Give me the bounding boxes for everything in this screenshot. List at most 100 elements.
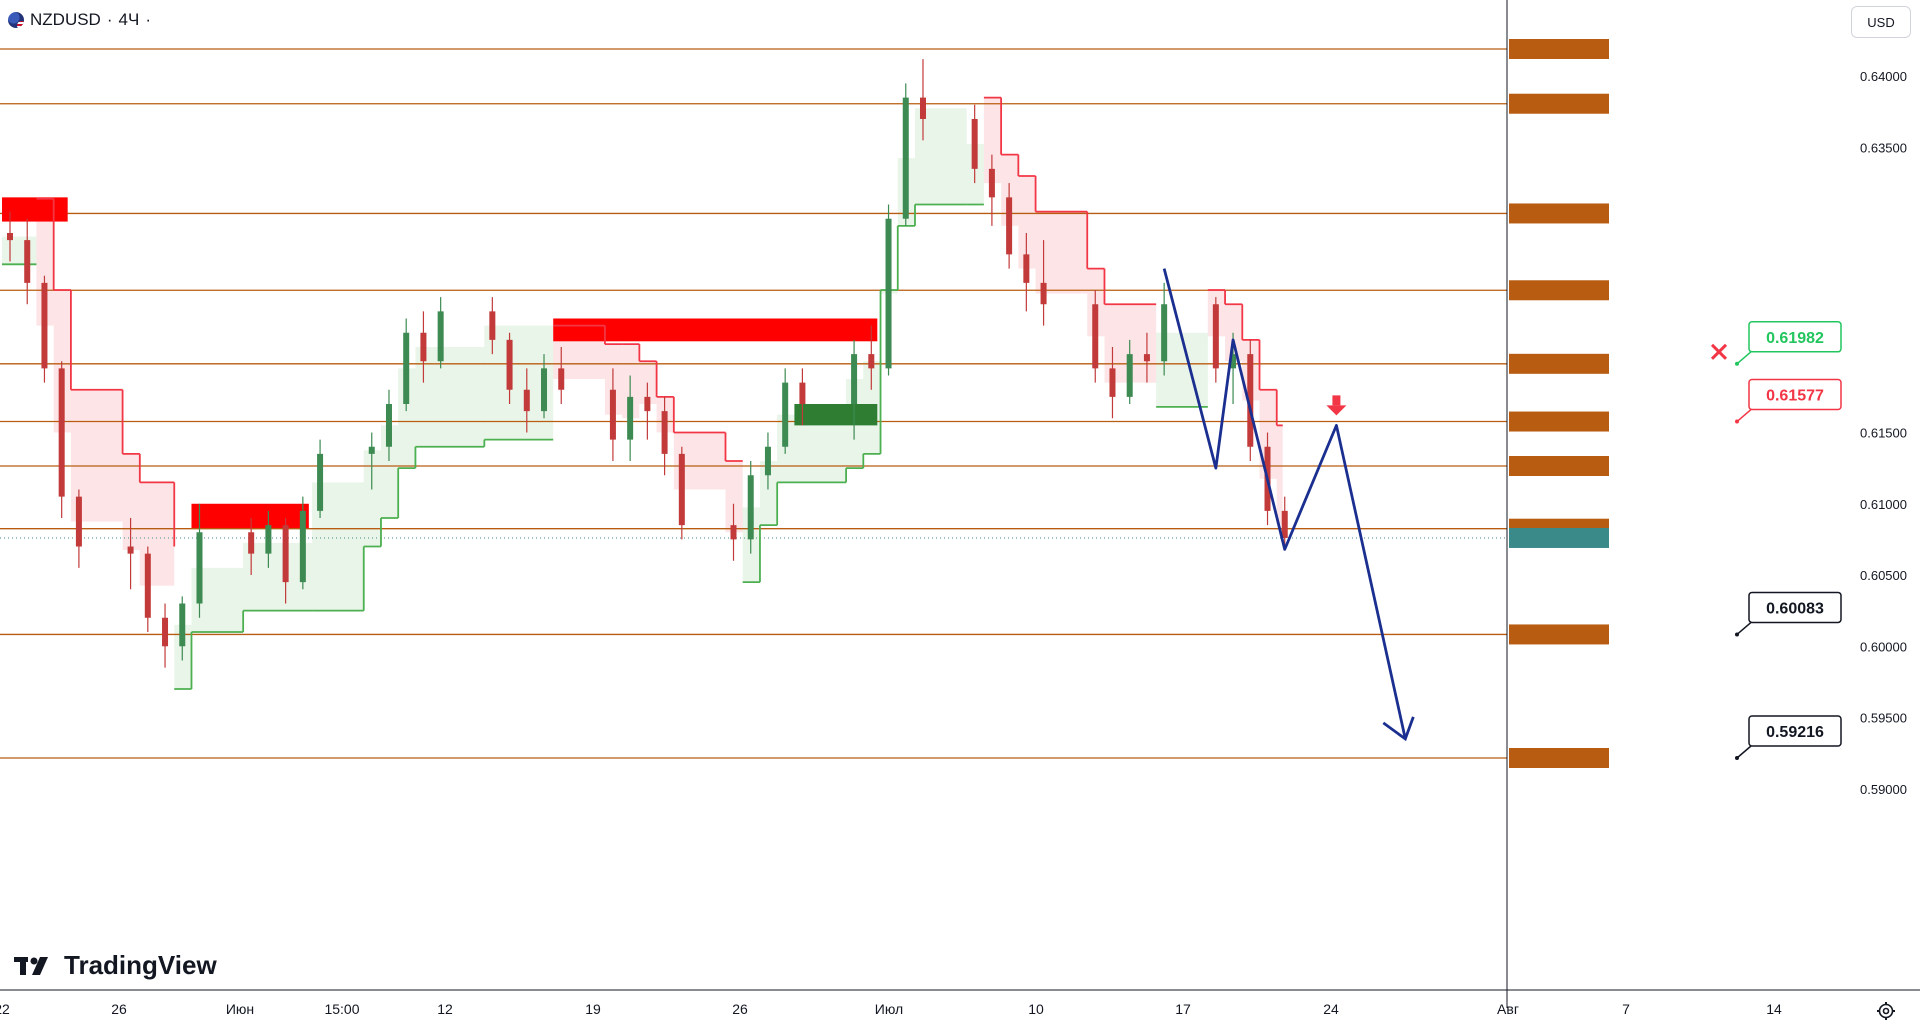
- level-badge-label: 0.61577: [1860, 415, 1907, 430]
- time-tick-label: 7: [1622, 1001, 1630, 1017]
- callout-green[interactable]: 0.61982: [1710, 321, 1842, 366]
- settings-button[interactable]: [1872, 997, 1900, 1025]
- candle-body: [988, 168, 995, 198]
- stop-fill: [1225, 304, 1243, 362]
- down-arrow-head: [1326, 405, 1347, 416]
- callout-pointer: [1736, 745, 1752, 759]
- candle-body: [144, 553, 151, 618]
- time-tick-label: 10: [1028, 1001, 1044, 1017]
- stop-fill: [398, 368, 416, 469]
- time-tick-label: 26: [732, 1001, 748, 1017]
- candle-body: [299, 510, 306, 583]
- callout-black[interactable]: 0.59216: [1735, 715, 1842, 760]
- candle-body: [41, 282, 48, 369]
- level-badge: [1509, 411, 1609, 432]
- zone-red: [191, 503, 309, 528]
- stop-fill: [622, 344, 640, 419]
- price-tick-label: 0.61500: [1860, 426, 1907, 441]
- level-badge: [1509, 455, 1609, 476]
- candle-body: [282, 525, 289, 583]
- horizontal-levels: [0, 48, 1507, 759]
- candle-body: [1023, 254, 1030, 283]
- time-tick-label: 17: [1175, 1001, 1191, 1017]
- tradingview-logo-icon: [14, 956, 48, 975]
- stop-fill: [777, 414, 847, 483]
- time-tick-label: 22: [0, 1001, 10, 1017]
- candle-body: [1161, 304, 1168, 362]
- callout-label: 0.60083: [1766, 600, 1824, 617]
- projection-polyline: [1162, 268, 1407, 740]
- candle-body: [764, 446, 771, 476]
- level-badge: [1509, 748, 1609, 768]
- candle-body: [179, 603, 186, 647]
- brand-name: TradingView: [64, 950, 217, 980]
- callout-box: [1748, 715, 1842, 747]
- candle-body: [489, 311, 496, 340]
- level-badge: [1509, 203, 1609, 224]
- callout-box: [1748, 321, 1842, 353]
- candle-body: [1126, 354, 1133, 397]
- stop-fill: [966, 143, 984, 205]
- callout-box: [1748, 591, 1842, 624]
- level-badge-label: 0.63037: [1860, 206, 1907, 221]
- time-tick-label: 24: [1323, 1001, 1339, 1017]
- price-tick-label: 0.60500: [1860, 568, 1907, 583]
- candle-body: [385, 403, 392, 447]
- candle-body: [403, 332, 410, 404]
- tradingview-logo[interactable]: TradingView: [14, 950, 217, 981]
- candle-body: [75, 496, 82, 547]
- time-tick-label: Авг: [1497, 1001, 1519, 1017]
- level-badge-label: 0.64191: [1860, 42, 1907, 57]
- price-axis[interactable]: 0.64000 0.63500 0.61500 0.61000 0.60500 0.600…: [1506, 0, 1907, 1008]
- zone-red: [553, 318, 878, 342]
- projection-arrowhead: [1382, 716, 1415, 742]
- price-tick-label: 0.61000: [1860, 497, 1907, 512]
- time-axis[interactable]: 22 26 Июн 15:00 12 19 26 Июл 10 17 24 Авг 7 14: [0, 989, 1920, 1017]
- time-tick-label: 26: [111, 1001, 127, 1017]
- zone-green: [794, 403, 878, 426]
- callout-label: 0.61577: [1766, 388, 1824, 405]
- stop-fill: [742, 507, 760, 583]
- candle-body: [127, 546, 134, 554]
- price-tick-label: 0.59500: [1860, 711, 1907, 726]
- candle-body: [541, 368, 548, 412]
- callout-label: 0.61982: [1766, 330, 1824, 347]
- callouts: 0.61982 0.61577 0.60083 0.59216: [1710, 321, 1842, 760]
- candle-body: [558, 368, 565, 390]
- level-badge: [1509, 93, 1609, 114]
- candle-body: [678, 453, 685, 526]
- zones: [2, 197, 878, 528]
- symbol-header[interactable]: NZDUSD · 4Ч ·: [8, 6, 151, 34]
- candle-body: [661, 411, 668, 454]
- candle-body: [609, 389, 616, 440]
- cross-stroke: [1710, 343, 1728, 360]
- callout-pointer: [1736, 408, 1752, 423]
- stop-fill: [639, 361, 657, 404]
- candle-body: [902, 97, 909, 219]
- candle-body: [627, 396, 634, 440]
- level-badge: [1509, 280, 1609, 301]
- candle-body: [196, 532, 203, 604]
- interval-label: 4Ч: [118, 10, 140, 29]
- candle-body: [868, 354, 875, 369]
- candle-body: [851, 354, 858, 404]
- candle-body: [1247, 354, 1254, 447]
- callout-black[interactable]: 0.60083: [1735, 591, 1842, 637]
- stop-fill: [380, 425, 399, 519]
- down-arrow-icon: [1326, 395, 1347, 416]
- candle-body: [799, 382, 806, 404]
- candles: [7, 59, 1288, 668]
- candle-body: [1092, 304, 1099, 369]
- time-tick-label: 15:00: [324, 1001, 359, 1017]
- candle-body: [58, 368, 65, 497]
- stop-fill: [1087, 268, 1105, 337]
- candle-body: [1281, 510, 1288, 538]
- candle-body: [1109, 368, 1116, 397]
- currency-button[interactable]: USD: [1851, 6, 1911, 38]
- stop-fill: [983, 97, 1002, 184]
- trailing-dot: ·: [145, 10, 151, 29]
- callout-red[interactable]: 0.61577: [1735, 378, 1842, 424]
- stop-fill: [36, 198, 54, 326]
- projection-path: [1162, 268, 1415, 742]
